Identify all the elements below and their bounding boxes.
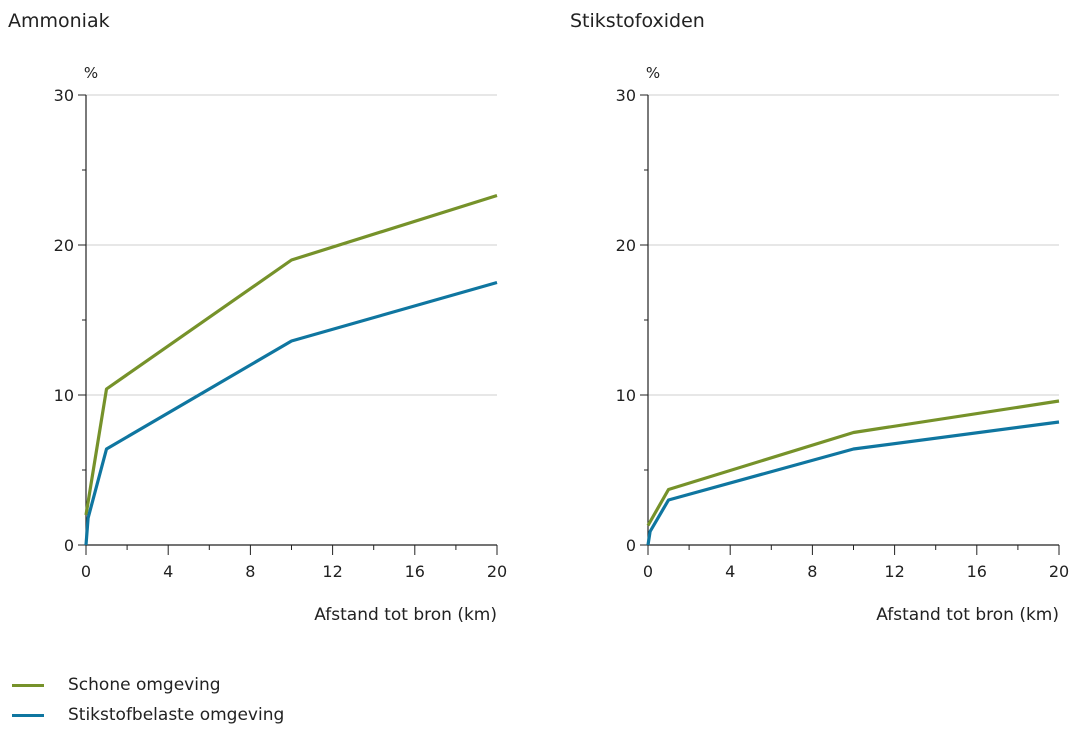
chart-title: Ammoniak (8, 10, 110, 32)
series-line (646, 399, 1060, 527)
legend-label: Stikstofbelaste omgeving (68, 705, 285, 725)
chart-ammoniak: 0 10 20 30 0 4 8 12 16 20% Afstand tot bron (km) (54, 64, 508, 625)
y-tick-label: 20 (616, 236, 636, 255)
x-tick-label: 20 (487, 562, 507, 581)
x-tick-label: 0 (81, 562, 91, 581)
x-tick-label: 12 (322, 562, 342, 581)
series-line (646, 420, 1060, 546)
x-tick-label: 8 (807, 562, 817, 581)
x-tick-label: 16 (405, 562, 425, 581)
y-tick-label: 30 (616, 86, 636, 105)
y-tick-label: 0 (626, 536, 636, 555)
x-axis-label: Afstand tot bron (km) (314, 605, 497, 625)
y-tick-label: 10 (616, 386, 636, 405)
x-tick-label: 20 (1049, 562, 1069, 581)
legend-item-stikstofbelaste: Stikstofbelaste omgeving (12, 704, 412, 726)
y-tick-label: 10 (54, 386, 74, 405)
y-axis-label: % (646, 64, 660, 82)
y-axis-label: % (84, 64, 98, 82)
series-line (84, 280, 498, 546)
chart-panel-stikstofoxiden: Stikstofoxiden 0 10 20 30 0 4 8 12 16 20% Afstand … (562, 0, 1076, 650)
chart-stikstofoxiden: 0 10 20 30 0 4 8 12 16 20% Afstand tot bron (km) (616, 64, 1070, 625)
chart-panel-ammoniak: Ammoniak 0 10 20 30 0 4 8 12 16 20% Afstand tot br… (0, 0, 540, 650)
series-line (84, 193, 498, 516)
y-tick-label: 30 (54, 86, 74, 105)
x-tick-label: 0 (643, 562, 653, 581)
legend-swatch-stikstofbelaste (12, 714, 44, 717)
x-tick-label: 4 (725, 562, 735, 581)
y-tick-label: 0 (64, 536, 74, 555)
x-tick-label: 12 (884, 562, 904, 581)
x-axis-label: Afstand tot bron (km) (876, 605, 1059, 625)
legend-label: Schone omgeving (68, 675, 221, 695)
chart-title: Stikstofoxiden (570, 10, 705, 32)
x-tick-label: 4 (163, 562, 173, 581)
x-tick-label: 16 (967, 562, 987, 581)
legend-item-schone: Schone omgeving (12, 674, 412, 696)
y-tick-label: 20 (54, 236, 74, 255)
legend-swatch-schone (12, 684, 44, 687)
x-tick-label: 8 (245, 562, 255, 581)
